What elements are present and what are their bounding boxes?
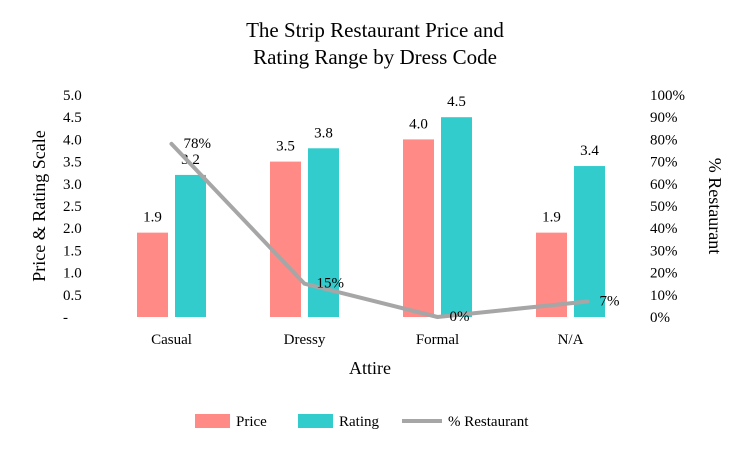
y-tick-label: 5.0: [63, 88, 82, 104]
y-axis-title: Price & Rating Scale: [29, 130, 49, 281]
y-tick-label: 2.5: [63, 199, 82, 215]
x-tick-label: N/A: [558, 332, 584, 348]
y-tick-label: 4.0: [63, 132, 82, 148]
y-tick-label: 1.5: [63, 243, 82, 259]
y2-tick-label: 40%: [650, 221, 678, 237]
bar-data-label: 4.5: [447, 94, 466, 110]
y2-tick-label: 100%: [650, 88, 685, 104]
y-tick-label: 3.5: [63, 155, 82, 171]
y-tick-label: -: [63, 310, 68, 326]
plot-area: - 0.5 1.0 1.5 2.0 2.5 3.0 3.5 4.0 4.5 5.0 0% 10% 20% 3…: [63, 88, 685, 348]
bar-data-label: 3.5: [276, 139, 295, 155]
y2-tick-label: 30%: [650, 243, 678, 259]
legend: Price Rating % Restaurant: [195, 414, 529, 430]
line-series: [169, 141, 590, 319]
bar-data-label: 3.8: [314, 125, 333, 141]
bar-data-label: 1.9: [542, 210, 561, 226]
line-data-label: 78%: [184, 136, 212, 152]
bar-price: [270, 161, 301, 317]
x-tick-label: Dressy: [284, 332, 326, 348]
y2-tick-label: 10%: [650, 288, 678, 304]
x-tick-label: Casual: [151, 332, 192, 348]
y2-tick-label: 60%: [650, 177, 678, 193]
bar-data-label: 4.0: [409, 116, 428, 132]
y2-tick-label: 20%: [650, 266, 678, 282]
y2-tick-label: 90%: [650, 110, 678, 126]
chart-title-line-1: The Strip Restaurant Price and: [246, 18, 504, 42]
line-data-label: 15%: [317, 276, 345, 292]
legend-swatch: [298, 414, 333, 428]
bar-price: [137, 232, 168, 317]
y-tick-label: 0.5: [63, 288, 82, 304]
legend-label: Price: [236, 414, 267, 430]
bar-rating: [175, 174, 206, 317]
y2-tick-label: 70%: [650, 155, 678, 171]
y-tick-label: 4.5: [63, 110, 82, 126]
chart-title-line-2: Rating Range by Dress Code: [253, 45, 497, 69]
x-axis-title: Attire: [349, 358, 391, 378]
y-tick-label: 1.0: [63, 266, 82, 282]
legend-swatch: [195, 414, 230, 428]
bar-data-label: 3.2: [181, 152, 200, 168]
y2-tick-label: 0%: [650, 310, 670, 326]
bar-data-label: 1.9: [143, 210, 162, 226]
line-data-label: 7%: [600, 293, 620, 309]
y2-tick-label: 50%: [650, 199, 678, 215]
y2-axis-title: % Restaurant: [705, 158, 725, 254]
legend-label: % Restaurant: [448, 414, 529, 430]
line-data-label: 0%: [450, 309, 470, 325]
bar-data-label: 3.4: [580, 143, 599, 159]
bar-rating: [574, 166, 605, 317]
y-tick-label: 2.0: [63, 221, 82, 237]
y-tick-label: 3.0: [63, 177, 82, 193]
y2-tick-label: 80%: [650, 132, 678, 148]
x-tick-label: Formal: [416, 332, 459, 348]
bar-price: [403, 139, 434, 317]
bar-rating: [441, 117, 472, 317]
legend-label: Rating: [339, 414, 379, 430]
